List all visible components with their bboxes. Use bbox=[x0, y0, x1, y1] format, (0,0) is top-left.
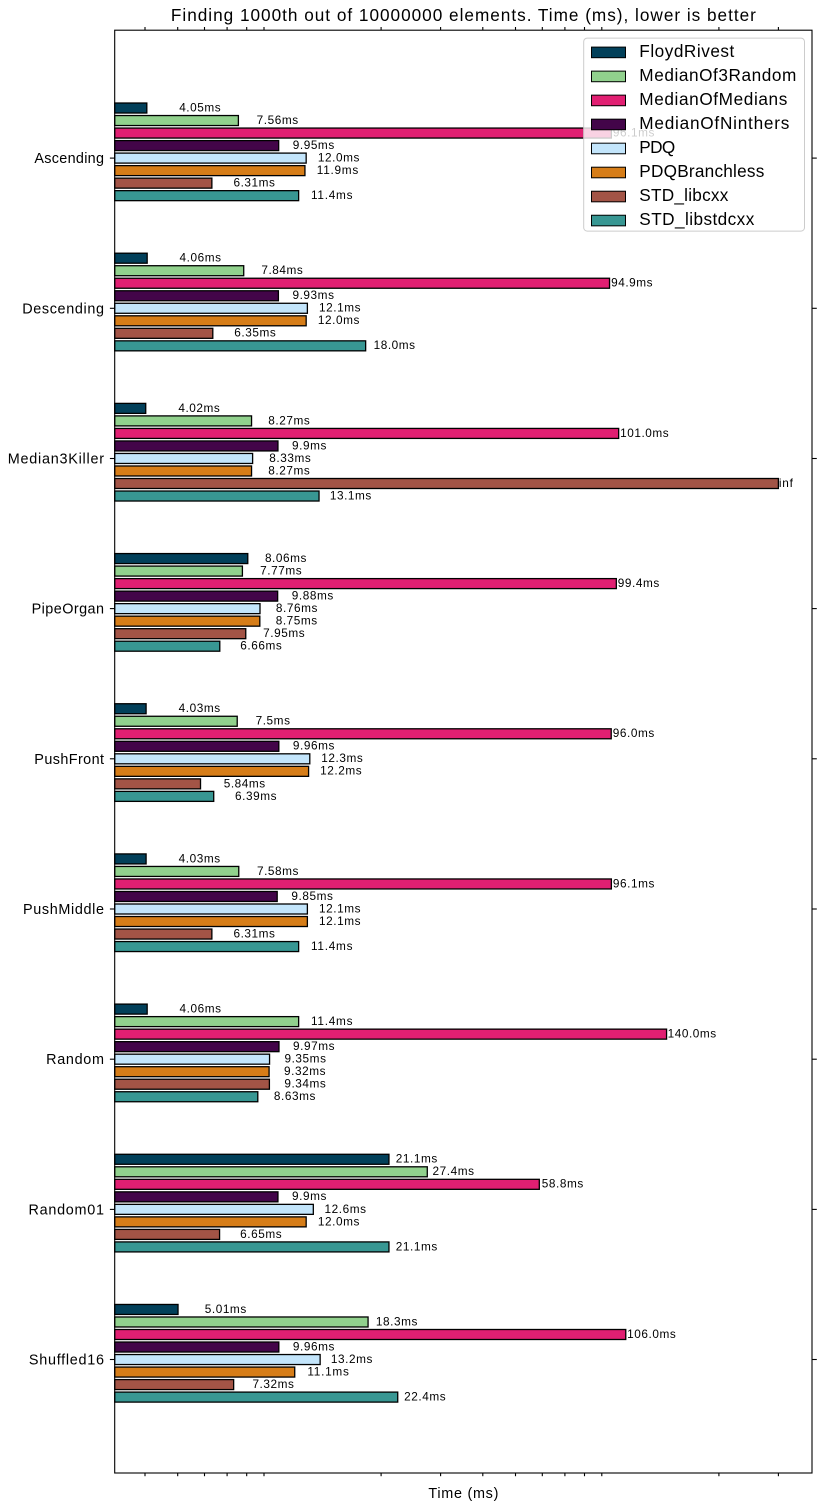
svg-text:22.4ms: 22.4ms bbox=[404, 1390, 446, 1404]
svg-text:6.65ms: 6.65ms bbox=[240, 1227, 282, 1241]
svg-text:101.0ms: 101.0ms bbox=[620, 426, 669, 440]
svg-text:7.84ms: 7.84ms bbox=[261, 263, 303, 277]
svg-text:6.66ms: 6.66ms bbox=[240, 639, 282, 653]
svg-text:12.1ms: 12.1ms bbox=[319, 901, 361, 915]
svg-text:MedianOfNinthers: MedianOfNinthers bbox=[639, 113, 789, 133]
svg-text:58.8ms: 58.8ms bbox=[542, 1177, 584, 1191]
svg-text:11.4ms: 11.4ms bbox=[311, 188, 353, 202]
svg-text:7.32ms: 7.32ms bbox=[252, 1377, 294, 1391]
svg-text:9.97ms: 9.97ms bbox=[293, 1039, 335, 1053]
svg-text:7.58ms: 7.58ms bbox=[257, 864, 299, 878]
svg-text:Time (ms): Time (ms) bbox=[428, 1486, 498, 1502]
svg-text:6.35ms: 6.35ms bbox=[234, 326, 276, 340]
svg-text:21.1ms: 21.1ms bbox=[396, 1239, 438, 1253]
svg-text:PDQ: PDQ bbox=[639, 137, 675, 157]
svg-text:9.88ms: 9.88ms bbox=[292, 589, 334, 603]
svg-text:12.3ms: 12.3ms bbox=[321, 751, 363, 765]
svg-text:Ascending: Ascending bbox=[34, 151, 104, 167]
svg-text:PDQBranchless: PDQBranchless bbox=[639, 161, 764, 181]
svg-text:12.0ms: 12.0ms bbox=[318, 313, 360, 327]
svg-text:Median3Killer: Median3Killer bbox=[8, 452, 104, 468]
svg-text:12.6ms: 12.6ms bbox=[325, 1202, 367, 1216]
svg-text:4.03ms: 4.03ms bbox=[179, 701, 221, 715]
svg-text:11.4ms: 11.4ms bbox=[311, 1014, 353, 1028]
svg-text:140.0ms: 140.0ms bbox=[668, 1027, 717, 1041]
svg-text:7.56ms: 7.56ms bbox=[257, 113, 299, 127]
svg-text:8.76ms: 8.76ms bbox=[276, 601, 318, 615]
svg-text:8.63ms: 8.63ms bbox=[274, 1089, 316, 1103]
svg-text:STD_libstdcxx: STD_libstdcxx bbox=[639, 209, 754, 229]
svg-text:4.06ms: 4.06ms bbox=[179, 1002, 221, 1016]
svg-text:5.84ms: 5.84ms bbox=[224, 776, 266, 790]
svg-text:MedianOfMedians: MedianOfMedians bbox=[639, 89, 787, 109]
svg-text:21.1ms: 21.1ms bbox=[396, 1152, 438, 1166]
svg-text:9.96ms: 9.96ms bbox=[293, 739, 335, 753]
svg-text:11.1ms: 11.1ms bbox=[307, 1364, 349, 1378]
svg-text:Random01: Random01 bbox=[29, 1202, 105, 1218]
svg-text:96.1ms: 96.1ms bbox=[613, 876, 655, 890]
svg-text:PipeOrgan: PipeOrgan bbox=[32, 602, 104, 618]
svg-text:11.9ms: 11.9ms bbox=[317, 163, 359, 177]
svg-text:27.4ms: 27.4ms bbox=[433, 1164, 475, 1178]
svg-text:Shuffled16: Shuffled16 bbox=[29, 1353, 104, 1369]
svg-text:12.0ms: 12.0ms bbox=[318, 1214, 360, 1228]
svg-text:9.34ms: 9.34ms bbox=[284, 1077, 326, 1091]
svg-text:7.77ms: 7.77ms bbox=[260, 563, 302, 577]
svg-text:94.9ms: 94.9ms bbox=[611, 276, 653, 290]
svg-text:STD_libcxx: STD_libcxx bbox=[639, 185, 728, 205]
svg-text:9.95ms: 9.95ms bbox=[293, 138, 335, 152]
svg-text:4.06ms: 4.06ms bbox=[179, 251, 221, 265]
svg-text:9.96ms: 9.96ms bbox=[293, 1339, 335, 1353]
svg-text:96.0ms: 96.0ms bbox=[613, 726, 655, 740]
svg-text:106.0ms: 106.0ms bbox=[627, 1327, 676, 1341]
svg-text:Descending: Descending bbox=[22, 301, 104, 317]
svg-text:13.1ms: 13.1ms bbox=[330, 488, 372, 502]
svg-text:12.1ms: 12.1ms bbox=[319, 301, 361, 315]
svg-text:13.2ms: 13.2ms bbox=[331, 1352, 373, 1366]
svg-text:9.32ms: 9.32ms bbox=[284, 1064, 326, 1078]
svg-text:4.02ms: 4.02ms bbox=[178, 401, 220, 415]
svg-text:Random: Random bbox=[46, 1052, 104, 1068]
svg-text:Finding 1000th out of 10000000: Finding 1000th out of 10000000 elements.… bbox=[171, 5, 756, 25]
svg-text:5.01ms: 5.01ms bbox=[205, 1302, 247, 1316]
svg-text:4.03ms: 4.03ms bbox=[179, 851, 221, 865]
svg-text:9.9ms: 9.9ms bbox=[292, 438, 326, 452]
svg-text:inf: inf bbox=[779, 476, 794, 490]
svg-text:PushFront: PushFront bbox=[34, 752, 104, 768]
svg-text:9.9ms: 9.9ms bbox=[292, 1189, 326, 1203]
svg-text:9.93ms: 9.93ms bbox=[292, 288, 334, 302]
svg-text:12.2ms: 12.2ms bbox=[320, 764, 362, 778]
svg-text:4.05ms: 4.05ms bbox=[179, 100, 221, 114]
svg-text:99.4ms: 99.4ms bbox=[618, 576, 660, 590]
svg-text:9.35ms: 9.35ms bbox=[284, 1052, 326, 1066]
svg-text:6.39ms: 6.39ms bbox=[235, 789, 277, 803]
svg-text:9.85ms: 9.85ms bbox=[291, 889, 333, 903]
svg-text:MedianOf3Random: MedianOf3Random bbox=[639, 65, 796, 85]
svg-text:7.95ms: 7.95ms bbox=[263, 626, 305, 640]
svg-text:7.5ms: 7.5ms bbox=[256, 714, 290, 728]
svg-text:12.1ms: 12.1ms bbox=[319, 914, 361, 928]
svg-text:6.31ms: 6.31ms bbox=[233, 926, 275, 940]
svg-text:6.31ms: 6.31ms bbox=[233, 176, 275, 190]
svg-text:8.33ms: 8.33ms bbox=[269, 451, 311, 465]
svg-text:11.4ms: 11.4ms bbox=[311, 939, 353, 953]
svg-text:8.06ms: 8.06ms bbox=[265, 551, 307, 565]
svg-text:12.0ms: 12.0ms bbox=[318, 151, 360, 165]
svg-text:FloydRivest: FloydRivest bbox=[639, 41, 734, 61]
svg-text:8.27ms: 8.27ms bbox=[268, 463, 310, 477]
svg-text:8.27ms: 8.27ms bbox=[268, 413, 310, 427]
svg-text:18.3ms: 18.3ms bbox=[376, 1314, 418, 1328]
svg-text:PushMiddle: PushMiddle bbox=[23, 902, 104, 918]
svg-text:8.75ms: 8.75ms bbox=[276, 614, 318, 628]
svg-text:18.0ms: 18.0ms bbox=[374, 338, 416, 352]
